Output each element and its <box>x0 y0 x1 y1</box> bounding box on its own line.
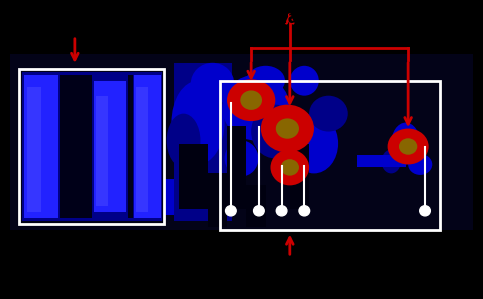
Text: BGA balls: BGA balls <box>208 263 304 281</box>
Bar <box>68 75 92 218</box>
Ellipse shape <box>408 154 432 175</box>
Ellipse shape <box>299 206 310 216</box>
Ellipse shape <box>225 141 258 176</box>
Bar <box>94 81 126 212</box>
Ellipse shape <box>281 159 299 176</box>
Ellipse shape <box>276 206 287 216</box>
Bar <box>164 179 174 215</box>
Bar <box>179 144 208 209</box>
Bar <box>10 54 473 230</box>
Ellipse shape <box>399 138 417 155</box>
Ellipse shape <box>270 150 309 185</box>
Ellipse shape <box>290 114 338 173</box>
Bar <box>174 63 232 221</box>
Bar <box>136 87 148 212</box>
Bar <box>27 87 41 212</box>
Ellipse shape <box>251 105 299 158</box>
Ellipse shape <box>420 206 430 216</box>
Ellipse shape <box>241 90 262 110</box>
Bar <box>60 75 68 218</box>
Bar <box>290 144 309 209</box>
Bar <box>227 126 246 209</box>
Ellipse shape <box>246 66 285 96</box>
Ellipse shape <box>191 63 234 105</box>
Ellipse shape <box>226 206 236 216</box>
Ellipse shape <box>290 66 319 96</box>
Text: Vias: Vias <box>269 9 311 27</box>
Text: Decap: Decap <box>36 21 99 39</box>
Ellipse shape <box>254 206 264 216</box>
Ellipse shape <box>261 105 314 152</box>
Bar <box>128 75 133 218</box>
Bar <box>96 96 108 206</box>
Bar <box>22 72 162 221</box>
Ellipse shape <box>382 150 401 173</box>
Bar <box>220 81 440 230</box>
Ellipse shape <box>222 75 290 141</box>
Bar <box>134 75 161 218</box>
Bar <box>208 173 227 227</box>
Ellipse shape <box>309 96 348 132</box>
Bar <box>24 75 58 218</box>
Ellipse shape <box>276 118 299 139</box>
Ellipse shape <box>227 79 275 121</box>
Ellipse shape <box>391 123 420 164</box>
Bar <box>357 155 406 167</box>
Ellipse shape <box>171 81 225 164</box>
Ellipse shape <box>167 114 200 167</box>
Bar <box>19 69 164 224</box>
Bar <box>246 185 266 227</box>
Ellipse shape <box>388 129 429 164</box>
